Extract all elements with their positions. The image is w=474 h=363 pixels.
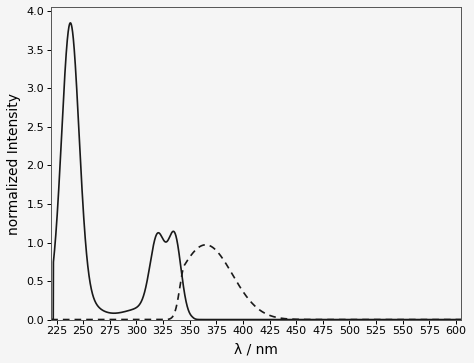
- X-axis label: λ / nm: λ / nm: [234, 342, 278, 356]
- Y-axis label: normalized Intensity: normalized Intensity: [7, 93, 21, 234]
